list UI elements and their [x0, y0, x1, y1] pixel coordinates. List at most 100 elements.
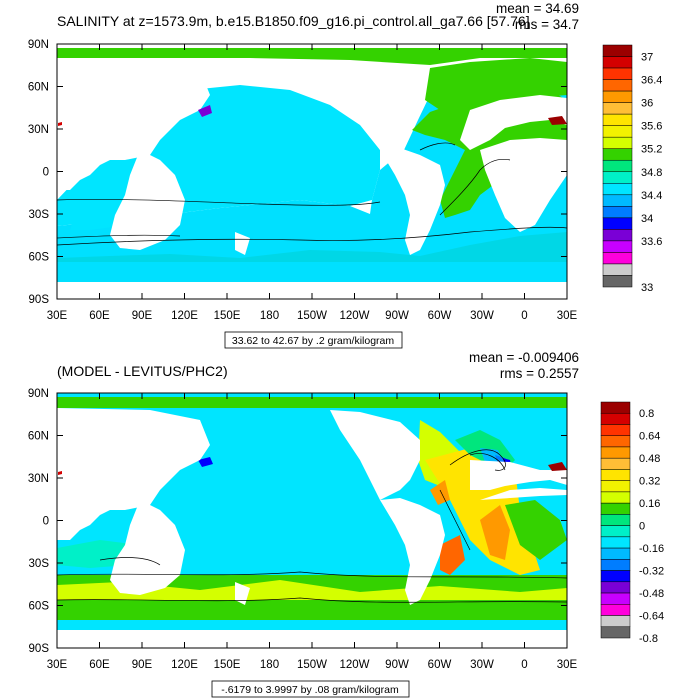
- colorbar-label: 34: [641, 213, 653, 225]
- colorbar-swatch: [602, 206, 633, 219]
- colorbar-swatch: [600, 615, 631, 628]
- x-tick-label: 30W: [470, 659, 494, 671]
- colorbar-swatch: [600, 446, 631, 459]
- colorbar-swatch: [602, 263, 633, 276]
- colorbar-swatch: [602, 113, 633, 126]
- colorbar-swatch: [602, 136, 633, 149]
- colorbar-label: 35.2: [641, 144, 662, 156]
- colorbar-swatch: [600, 424, 631, 436]
- colorbar-swatch: [600, 536, 631, 549]
- y-tick-label: 90S: [29, 294, 50, 306]
- panel-salinity: SALINITY at z=1573.9m, b.e15.B1850.f09_g…: [28, 1, 662, 349]
- colorbar-swatch: [602, 125, 633, 138]
- x-tick-label: 120W: [339, 310, 369, 322]
- x-tick-label: 30E: [557, 310, 578, 322]
- x-tick-label: 90W: [385, 659, 409, 671]
- axis-ticks: 30E 60E 90E 120E 150E 180 150W 120W 90W 60W 30W 0 30…: [28, 388, 578, 671]
- colorbar-swatch: [600, 592, 631, 605]
- y-tick-label: 90S: [29, 643, 50, 655]
- colorbar-label: -0.64: [639, 611, 664, 623]
- colorbar-label: 0.32: [639, 476, 660, 488]
- map-field: [57, 48, 567, 299]
- y-tick-label: 30N: [28, 473, 49, 485]
- x-tick-label: 150E: [214, 310, 241, 322]
- colorbar-swatch: [602, 171, 633, 184]
- colorbar-swatch: [600, 581, 631, 594]
- x-tick-label: 30E: [47, 659, 68, 671]
- colorbar-label: 35.6: [641, 121, 662, 133]
- colorbar-label: -0.8: [639, 633, 658, 645]
- x-tick-label: 60E: [89, 659, 110, 671]
- y-tick-label: 60N: [28, 431, 49, 443]
- contour-info-box: [224, 331, 403, 349]
- colorbar-swatch: [600, 514, 631, 526]
- x-tick-label: 30W: [470, 310, 494, 322]
- colorbar-swatch: [602, 194, 633, 207]
- x-tick-label: 60W: [428, 310, 452, 322]
- colorbar-label: 0.16: [639, 498, 660, 510]
- y-tick-label: 60S: [29, 252, 50, 264]
- colorbar-swatch: [602, 275, 633, 288]
- y-tick-label: 0: [43, 167, 49, 179]
- x-tick-label: 0: [521, 310, 527, 322]
- map-field: [57, 393, 567, 648]
- rms-stat: rms = 34.7: [515, 17, 579, 32]
- colorbar-swatch: [600, 412, 631, 425]
- colorbar: 37 36.4 36 35.6 35.2 34.8 34.4 34 33.6 33: [602, 44, 662, 294]
- y-tick-label: 60S: [29, 601, 50, 613]
- y-tick-label: 30S: [29, 558, 50, 570]
- y-tick-label: 90N: [28, 39, 49, 51]
- x-tick-label: 30E: [47, 310, 68, 322]
- colorbar: 0.8 0.64 0.48 0.32 0.16 0 -0.16 -0.32 -0.48 -0.64…: [600, 401, 664, 645]
- colorbar-swatch: [600, 559, 631, 571]
- y-tick-label: 60N: [28, 82, 49, 94]
- colorbar-swatch: [600, 469, 631, 481]
- mean-stat: mean = 34.69: [496, 1, 579, 16]
- colorbar-label: 33: [641, 282, 653, 294]
- colorbar-label: -0.48: [639, 588, 664, 600]
- colorbar-label: 34.4: [641, 190, 662, 202]
- colorbar-swatch: [600, 480, 631, 493]
- colorbar-swatch: [602, 102, 633, 115]
- colorbar-label: -0.32: [639, 566, 664, 578]
- x-tick-label: 0: [521, 659, 527, 671]
- colorbar-swatch: [602, 240, 633, 253]
- colorbar-swatch: [602, 252, 633, 265]
- colorbar-label: 33.6: [641, 236, 662, 248]
- colorbar-swatch: [602, 67, 633, 80]
- y-tick-label: 30S: [29, 209, 50, 221]
- colorbar-label: 36.4: [641, 75, 662, 87]
- x-tick-label: 120E: [171, 659, 198, 671]
- colorbar-label: 0.8: [639, 408, 654, 420]
- x-tick-label: 120W: [339, 659, 369, 671]
- colorbar-swatch: [602, 183, 633, 196]
- colorbar-label: 0: [639, 521, 645, 533]
- panel-title: (MODEL - LEVITUS/PHC2): [57, 363, 228, 379]
- colorbar-label: -0.16: [639, 543, 664, 555]
- panel-difference: (MODEL - LEVITUS/PHC2) mean = -0.009406 …: [28, 350, 664, 698]
- colorbar-label: 34.8: [641, 167, 662, 179]
- colorbar-swatch: [600, 547, 631, 560]
- colorbar-swatch: [602, 56, 633, 69]
- x-tick-label: 90E: [132, 659, 153, 671]
- x-tick-label: 60E: [89, 310, 110, 322]
- rms-stat: rms = 0.2557: [500, 366, 579, 381]
- mean-stat: mean = -0.009406: [469, 350, 579, 365]
- x-tick-label: 90E: [132, 310, 153, 322]
- colorbar-swatch: [600, 604, 631, 616]
- y-tick-label: 30N: [28, 124, 49, 136]
- x-tick-label: 30E: [557, 659, 578, 671]
- x-tick-label: 90W: [385, 310, 409, 322]
- y-tick-label: 0: [43, 516, 49, 528]
- x-tick-label: 60W: [428, 659, 452, 671]
- colorbar-label: 0.48: [639, 453, 660, 465]
- contour-info-box: [211, 680, 410, 698]
- x-tick-label: 180: [260, 310, 279, 322]
- colorbar-swatch: [600, 435, 631, 448]
- x-tick-label: 150E: [214, 659, 241, 671]
- colorbar-swatch: [600, 626, 631, 639]
- colorbar-swatch: [600, 491, 631, 504]
- panel-title: SALINITY at z=1573.9m, b.e15.B1850.f09_g…: [57, 13, 530, 29]
- colorbar-label: 0.64: [639, 431, 660, 443]
